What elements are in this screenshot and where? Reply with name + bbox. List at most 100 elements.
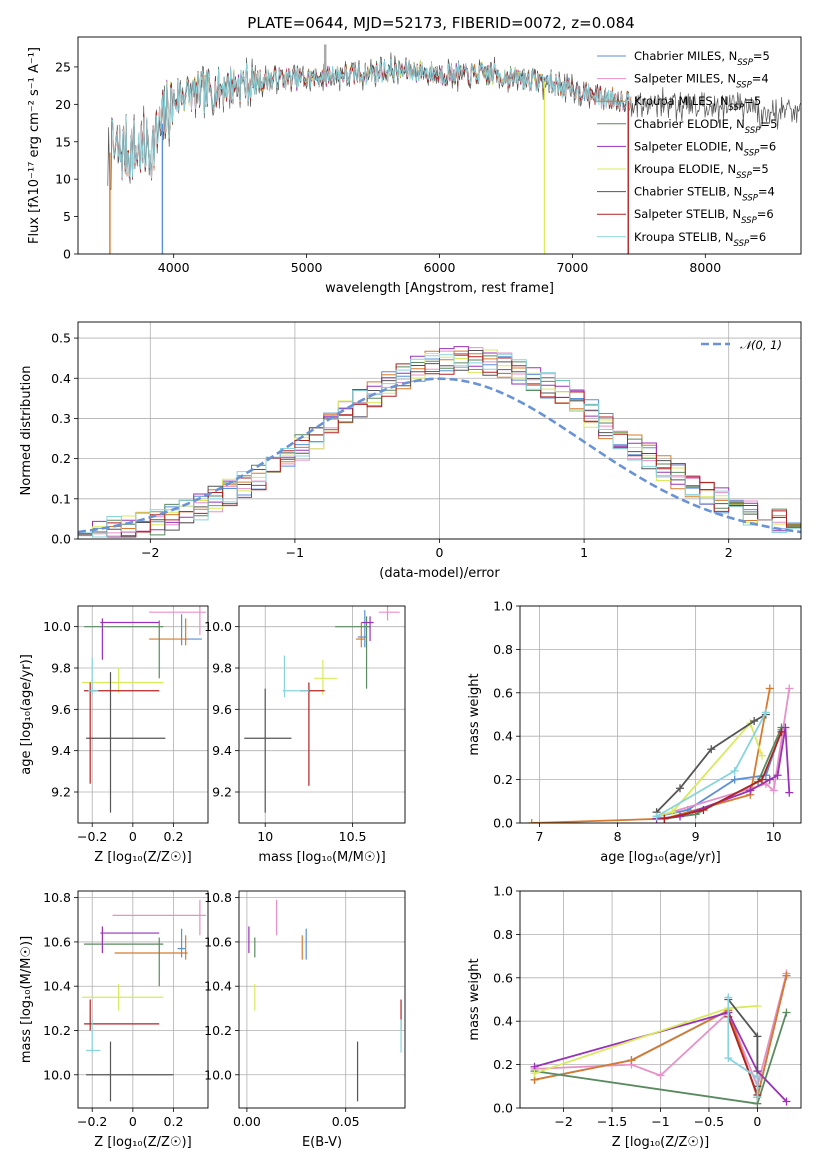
errorbar-point [335,616,371,689]
series-line [534,1011,788,1103]
mass-vs-Z-frame: −0.2 0 0.2 10.0 10.2 10.4 10.6 10.8 Z [log₁₀(Z/Z… [19,890,209,1150]
plus-marker [530,1069,539,1078]
legend-entry: Kroupa STELIB, NSSP=6 [634,230,766,249]
series-line [664,731,783,820]
series-line [656,688,791,818]
plus-marker [761,708,770,717]
legend-entry: Chabrier STELIB, NSSP=4 [634,185,775,204]
figure-title: PLATE=0644, MJD=52173, FIBERID=0072, z=0… [247,14,634,32]
x-tick-label: 5000 [291,260,323,275]
plus-marker [652,812,661,821]
mass-vs-ebv-plot [248,899,402,1102]
x-tick-label: −0.2 [77,829,107,844]
plus-marker [656,1071,665,1080]
plus-marker [627,1056,636,1065]
x-tick-label: −2 [554,1114,572,1129]
plus-marker [730,775,739,784]
residuals-axes: −2 −1 0 1 2 0.0 0.1 0.2 0.3 0.4 0.5 (data-model)/er… [19,321,802,581]
age-vs-mass-border [238,605,406,824]
errorbar-point [84,937,164,987]
x-tick-label: 7 [536,829,544,844]
x-tick-label: 1 [580,545,588,560]
gaussian-curve [78,377,801,534]
y-axis-label: mass [log₁₀(M/M☉)] [19,936,34,1063]
errorbar-point [86,1041,174,1102]
x-axis-label: Z [log₁₀(Z/Z☉)] [94,850,191,865]
plus-marker [753,1032,762,1041]
plus-marker [707,745,716,754]
y-tick-label: 9.8 [212,661,232,676]
y-tick-label: 10.0 [43,619,71,634]
errorbar-point [112,899,206,936]
y-tick-label: 9.2 [51,785,71,800]
x-tick-label: 8000 [689,260,721,275]
series-line [727,1016,759,1096]
plus-marker [782,971,791,980]
plus-marker [699,805,708,814]
errorbar-point [282,655,309,697]
plus-marker [724,1054,733,1063]
errorbar-point [314,659,337,695]
legend-entry: Kroupa MILES, NSSP=5 [634,94,761,113]
age-vs-mass-grid [239,606,405,823]
plus-marker [765,775,774,784]
series-line [727,997,759,1098]
y-tick-label: 0 [63,247,71,262]
plus-marker [782,1097,791,1106]
age-vs-mass-axes: 10 10.5 9.2 9.4 9.6 9.8 10.0 mass [log₁₀(M/M☉)] [204,605,406,865]
x-tick-label: −2 [141,545,159,560]
x-tick-label: 9 [692,829,700,844]
y-tick-label: 0.0 [51,532,71,547]
y-tick-label: 0.3 [51,411,71,426]
plus-marker [757,751,766,760]
plus-marker [746,786,755,795]
y-tick-label: 0.6 [493,970,513,985]
x-tick-label: 8 [614,829,622,844]
y-tick-label: 10.0 [204,619,232,634]
plus-marker [781,723,790,732]
x-tick-label: −0.5 [694,1114,724,1129]
plus-marker [730,766,739,775]
legend-entry: Salpeter STELIB, NSSP=6 [634,207,774,226]
mass-weight-vs-Z-axes: −2 −1.5 −1 −0.5 0 0.0 0.2 0.4 0.6 0.8 1.0 Z [log₁₀(… [467,884,802,1150]
x-axis-label: Z [log₁₀(Z/Z☉)] [94,1135,191,1150]
age-vs-mass-frame: 10 10.5 9.2 9.4 9.6 9.8 10.0 mass [log₁₀(M/M☉)] [204,605,406,865]
mass-weight-vs-Z-plot [530,969,791,1108]
spectrum-frame: 4000 5000 6000 7000 8000 0 5 10 15 20 25 wavelength… [27,36,802,296]
x-tick-label: 0.00 [233,1114,261,1129]
x-axis-label: Z [log₁₀(Z/Z☉)] [612,1135,709,1150]
plus-marker [785,684,794,693]
residuals-plot [78,346,801,539]
plus-marker [753,1002,762,1011]
x-axis-label: mass [log₁₀(M/M☉)] [258,850,385,865]
x-axis-label: age [log₁₀(age/yr)] [600,850,721,865]
plus-marker [527,819,536,823]
y-tick-label: 10.0 [204,1067,232,1082]
x-tick-label: 0.2 [164,829,184,844]
mass-vs-ebv-axes: 0.00 0.05 10.0 10.2 10.4 10.6 10.8 E(B-V) [204,890,406,1150]
spectrum-border [77,36,802,255]
y-tick-label: 1.0 [493,599,513,614]
y-tick-label: 10.6 [204,934,232,949]
y-tick-label: 10.4 [43,979,71,994]
y-tick-label: 0.8 [493,927,513,942]
errorbar-point [86,1019,101,1053]
errorbar-point [100,926,160,953]
x-tick-label: −0.2 [77,1114,107,1129]
plus-marker [757,775,766,784]
errorbar-point [86,672,166,813]
plus-marker [668,808,677,817]
y-tick-label: 9.6 [212,702,232,717]
x-tick-label: 10.5 [339,829,367,844]
x-tick-label: 0 [436,545,444,560]
plus-marker [753,1093,762,1102]
spectrum-plot [107,44,801,254]
errorbar-point [88,657,99,695]
errorbar-point [357,610,367,648]
plus-marker [773,771,782,780]
plus-marker [765,684,774,693]
spectrum-legend: Chabrier MILES, NSSP=5 Salpeter MILES, NS… [597,49,777,249]
y-tick-label: 0.1 [51,491,71,506]
legend-entry: Kroupa ELODIE, NSSP=5 [634,162,769,181]
x-tick-label: 0 [129,1114,137,1129]
